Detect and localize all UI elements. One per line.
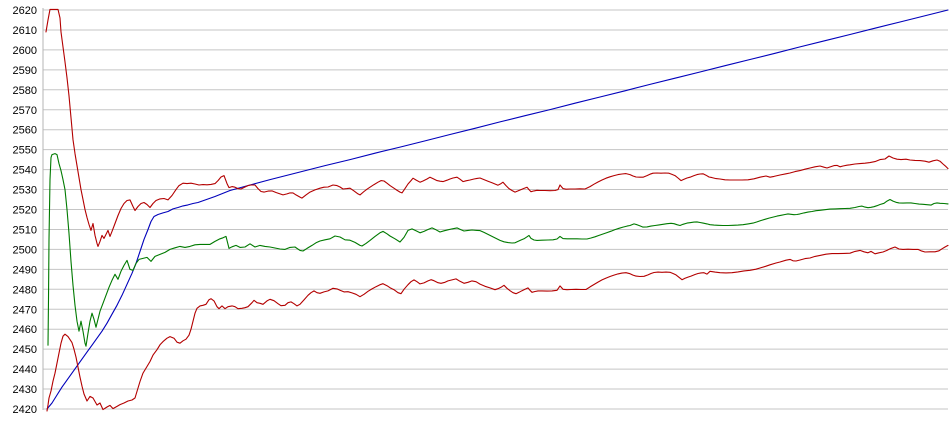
y-tick-label: 2510 [13,224,37,236]
y-tick-label: 2450 [13,344,37,356]
y-tick-label: 2620 [13,5,37,17]
y-tick-label: 2420 [13,404,37,416]
y-tick-label: 2590 [13,65,37,77]
y-tick-label: 2560 [13,125,37,137]
y-tick-label: 2580 [13,85,37,97]
y-tick-label: 2520 [13,205,37,217]
y-tick-label: 2460 [13,324,37,336]
y-tick-label: 2500 [13,244,37,256]
y-tick-label: 2550 [13,145,37,157]
series-lines [45,8,949,412]
series-lower-band-line [46,244,949,412]
series-middle-line [47,153,949,347]
y-axis-labels: 2620 2610 2600 2590 2580 2570 2560 2550 2540 2530… [13,5,37,416]
y-tick-label: 2570 [13,105,37,117]
y-tick-label: 2430 [13,384,37,396]
y-tick-label: 2600 [13,45,37,57]
y-tick-label: 2540 [13,165,37,177]
y-tick-label: 2480 [13,284,37,296]
y-tick-label: 2470 [13,304,37,316]
y-tick-label: 2610 [13,25,37,37]
y-tick-label: 2440 [13,364,37,376]
series-upper-band-line [45,8,949,247]
gridlines [43,9,948,410]
y-tick-label: 2530 [13,185,37,197]
series-trend-line [46,9,949,410]
y-tick-label: 2490 [13,264,37,276]
